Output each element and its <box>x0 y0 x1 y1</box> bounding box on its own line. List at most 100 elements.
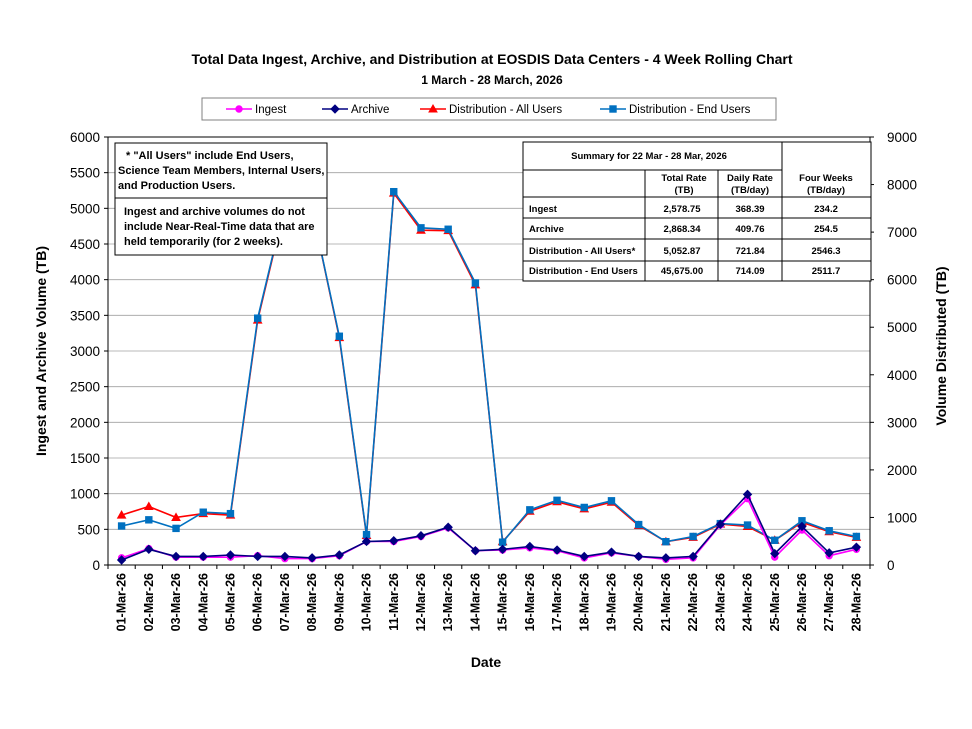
data-point-archive <box>252 551 263 562</box>
series-archive <box>116 489 862 565</box>
note-nrt-line-2: include Near-Real-Time data that are <box>124 221 315 233</box>
y-left-tick-label: 500 <box>77 522 100 537</box>
y-left-tick-label: 4000 <box>70 273 100 288</box>
x-tick-label: 16-Mar-26 <box>523 573 537 631</box>
note-all-users-line-3: and Production Users. <box>118 180 235 192</box>
legend-label-ingest: Ingest <box>255 104 287 116</box>
header-daily-rate-2: (TB/day) <box>731 185 769 196</box>
data-point-archive <box>389 536 399 546</box>
data-point-distribution-end-users <box>743 521 752 529</box>
x-tick-label: 13-Mar-26 <box>441 573 455 631</box>
y-left-tick-label: 0 <box>92 558 100 573</box>
data-point-archive <box>144 544 154 555</box>
data-point-distribution-end-users <box>226 509 235 518</box>
y-left-tick-label: 2500 <box>70 380 100 395</box>
x-tick-label: 24-Mar-26 <box>741 573 755 631</box>
x-tick-label: 27-Mar-26 <box>822 573 836 631</box>
data-point-archive <box>851 542 862 552</box>
data-point-archive <box>661 553 671 563</box>
data-point-distribution-all-users <box>171 512 181 521</box>
x-tick-label: 12-Mar-26 <box>414 573 428 631</box>
data-point-distribution-end-users <box>825 527 833 535</box>
data-point-archive <box>688 551 698 562</box>
y-axis-left: 0 500 1000 1500 2000 2500 3000 3500 4000 4500 5000… <box>70 130 108 573</box>
x-tick-label: 21-Mar-26 <box>659 573 673 631</box>
data-point-archive <box>171 551 181 562</box>
row-dist-all-label: Distribution - All Users* <box>529 246 636 257</box>
note-nrt-line-3: held temporarily (for 2 weeks). <box>124 236 283 248</box>
header-total-rate-1: Total Rate <box>661 173 706 184</box>
y-axis-right-title: Volume Distributed (TB) <box>933 266 949 425</box>
data-point-archive <box>770 548 780 559</box>
data-point-archive <box>443 522 453 532</box>
series-line-distribution-end-users <box>121 189 857 545</box>
y-right-tick-label: 9000 <box>887 130 917 145</box>
x-tick-label: 22-Mar-26 <box>686 573 700 631</box>
data-point-distribution-end-users <box>852 532 861 541</box>
legend-marker-distribution-all-users <box>428 103 438 113</box>
legend: Ingest Archive Distribution - All Users Dis… <box>201 97 777 121</box>
y-right-tick-label: 0 <box>887 558 895 573</box>
data-point-distribution-all-users <box>143 501 154 511</box>
x-tick-label: 07-Mar-26 <box>278 573 292 631</box>
row-dist-end-total: 45,675.00 <box>661 266 703 277</box>
y-right-tick-label: 8000 <box>887 178 917 193</box>
data-point-distribution-end-users <box>417 224 425 232</box>
data-point-archive <box>334 550 345 560</box>
y-left-tick-label: 1500 <box>70 451 100 466</box>
data-point-archive <box>416 531 426 541</box>
series-line-archive <box>121 492 857 561</box>
row-dist-end-label: Distribution - End Users <box>529 266 638 277</box>
data-point-distribution-end-users <box>634 520 643 529</box>
data-point-distribution-end-users <box>199 508 207 516</box>
data-point-distribution-end-users <box>471 279 480 287</box>
data-point-distribution-end-users <box>689 532 697 541</box>
data-point-distribution-end-users <box>145 516 153 524</box>
data-point-distribution-end-users <box>771 536 779 544</box>
data-point-archive <box>225 550 236 560</box>
data-point-distribution-end-users <box>117 522 126 530</box>
note-all-users-line-2: Science Team Members, Internal Users, <box>118 165 324 177</box>
x-tick-label: 03-Mar-26 <box>169 573 183 631</box>
summary-table: Summary for 22 Mar - 28 Mar, 2026 Total … <box>522 141 872 282</box>
data-point-archive <box>579 551 589 562</box>
row-dist-all-total: 5,052.87 <box>664 246 701 257</box>
data-point-distribution-end-users <box>335 332 344 340</box>
y-left-tick-label: 5500 <box>70 166 100 181</box>
summary-title: Summary for 22 Mar - 28 Mar, 2026 <box>571 151 727 162</box>
data-point-distribution-end-users <box>526 506 534 514</box>
series-layer <box>116 187 862 565</box>
header-total-rate-2: (TB) <box>675 185 694 196</box>
header-four-weeks-1: Four Weeks <box>799 173 853 184</box>
row-dist-end-daily: 714.09 <box>735 266 764 277</box>
row-dist-end-four-weeks: 2511.7 <box>812 266 841 277</box>
data-point-archive <box>824 548 834 558</box>
x-tick-label: 14-Mar-26 <box>468 573 482 631</box>
data-point-archive <box>552 545 562 555</box>
y-left-tick-label: 4500 <box>70 237 100 252</box>
x-tick-label: 01-Mar-26 <box>115 573 129 631</box>
y-right-tick-label: 6000 <box>887 273 917 288</box>
chart-subtitle: 1 March - 28 March, 2026 <box>421 73 563 87</box>
data-point-archive <box>633 551 644 562</box>
data-point-archive <box>116 555 127 565</box>
note-nrt-line-1: Ingest and archive volumes do not <box>124 206 305 218</box>
x-tick-label: 26-Mar-26 <box>795 573 809 631</box>
y-right-tick-label: 1000 <box>887 510 917 525</box>
chart-title: Total Data Ingest, Archive, and Distribu… <box>191 51 792 67</box>
header-four-weeks-2: (TB/day) <box>807 185 845 196</box>
data-point-archive <box>198 551 208 562</box>
row-archive-total: 2,868.34 <box>664 224 702 235</box>
legend-box <box>201 97 777 121</box>
data-point-distribution-end-users <box>172 524 180 533</box>
data-point-archive <box>307 553 317 563</box>
data-point-archive <box>470 546 481 556</box>
legend-label-distribution-all-users: Distribution - All Users <box>449 104 562 116</box>
data-point-distribution-end-users <box>390 187 398 196</box>
data-point-distribution-end-users <box>553 496 561 505</box>
x-tick-label: 10-Mar-26 <box>360 573 374 631</box>
y-right-tick-label: 4000 <box>887 368 917 383</box>
x-tick-label: 09-Mar-26 <box>332 573 346 631</box>
x-tick-label: 28-Mar-26 <box>849 573 863 631</box>
data-point-distribution-end-users <box>498 538 507 546</box>
